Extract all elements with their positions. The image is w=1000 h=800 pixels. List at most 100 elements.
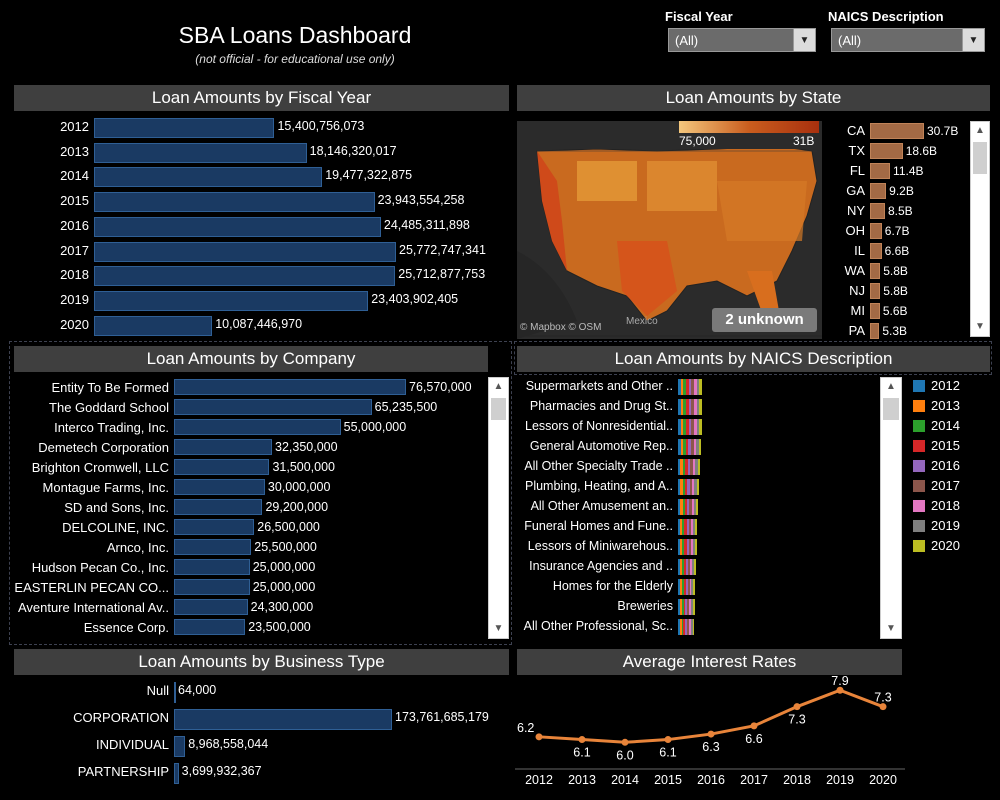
fiscal-year-dropdown[interactable]: (All) ▼	[668, 28, 816, 52]
bar-segment[interactable]	[696, 399, 700, 415]
bar-segment[interactable]	[694, 419, 697, 435]
bar-segment[interactable]	[679, 579, 682, 595]
bar-segment[interactable]	[690, 439, 694, 455]
bar-segment[interactable]	[683, 419, 686, 435]
bar[interactable]	[94, 216, 381, 237]
bar-segment[interactable]	[690, 459, 693, 475]
bar-segment[interactable]	[699, 419, 702, 435]
bar-segment[interactable]	[692, 519, 696, 535]
bar[interactable]	[870, 303, 880, 319]
bar-segment[interactable]	[684, 519, 687, 535]
scroll-thumb[interactable]	[973, 142, 987, 174]
bar-segment[interactable]	[691, 599, 693, 615]
bar-segment[interactable]	[678, 579, 680, 595]
bar[interactable]	[870, 183, 887, 199]
scroll-down-icon[interactable]: ▼	[975, 321, 985, 332]
bar-segment[interactable]	[692, 459, 696, 475]
bar-segment[interactable]	[693, 579, 696, 595]
bar[interactable]	[94, 290, 369, 311]
bar-segment[interactable]	[678, 399, 681, 415]
bar[interactable]	[174, 539, 252, 555]
bar[interactable]	[870, 323, 880, 339]
bar-segment[interactable]	[684, 559, 686, 575]
data-point[interactable]	[664, 736, 672, 744]
bar-segment[interactable]	[680, 519, 683, 535]
bar[interactable]	[174, 763, 179, 784]
bar-segment[interactable]	[691, 379, 694, 395]
bar-segment[interactable]	[683, 599, 686, 615]
bar[interactable]	[174, 499, 263, 515]
bar-segment[interactable]	[679, 619, 682, 635]
bar[interactable]	[94, 266, 396, 287]
scroll-thumb[interactable]	[883, 398, 899, 420]
bar-segment[interactable]	[689, 599, 692, 615]
bar[interactable]	[870, 203, 885, 219]
bar-segment[interactable]	[688, 559, 690, 575]
data-point[interactable]	[707, 730, 715, 738]
bar[interactable]	[870, 223, 882, 239]
bar-segment[interactable]	[679, 599, 682, 615]
naics-scrollbar[interactable]: ▲ ▼	[880, 377, 902, 639]
bar-segment[interactable]	[694, 479, 697, 495]
bar-segment[interactable]	[688, 539, 691, 555]
bar-segment[interactable]	[687, 459, 691, 475]
bar-segment[interactable]	[690, 619, 693, 635]
data-point[interactable]	[750, 722, 758, 730]
bar-segment[interactable]	[678, 599, 680, 615]
bar-segment[interactable]	[692, 619, 695, 635]
bar[interactable]	[174, 519, 255, 535]
legend-item[interactable]: 2013	[913, 398, 960, 413]
bar[interactable]	[174, 579, 250, 595]
bar-segment[interactable]	[694, 559, 696, 575]
bar-segment[interactable]	[678, 619, 680, 635]
bar-segment[interactable]	[684, 539, 687, 555]
legend-item[interactable]: 2018	[913, 498, 960, 513]
bar-segment[interactable]	[687, 619, 689, 635]
scroll-down-icon[interactable]: ▼	[493, 623, 504, 634]
bar-segment[interactable]	[678, 519, 681, 535]
scroll-up-icon[interactable]: ▲	[975, 125, 985, 136]
bar-segment[interactable]	[678, 459, 681, 475]
bar-segment[interactable]	[688, 439, 691, 455]
bar-segment[interactable]	[695, 519, 698, 535]
data-point[interactable]	[578, 736, 586, 744]
bar-segment[interactable]	[680, 419, 684, 435]
bar-segment[interactable]	[680, 459, 683, 475]
bar-segment[interactable]	[692, 599, 695, 615]
bar-segment[interactable]	[680, 439, 684, 455]
bar-segment[interactable]	[687, 579, 690, 595]
bar-segment[interactable]	[695, 459, 698, 475]
bar-segment[interactable]	[685, 619, 688, 635]
bar-segment[interactable]	[682, 559, 684, 575]
bar-segment[interactable]	[682, 519, 685, 535]
bar-segment[interactable]	[678, 499, 681, 515]
bar-segment[interactable]	[688, 419, 692, 435]
bar-segment[interactable]	[678, 379, 681, 395]
bar-segment[interactable]	[686, 399, 689, 415]
bar-segment[interactable]	[698, 439, 702, 455]
bar-segment[interactable]	[687, 479, 690, 495]
bar-segment[interactable]	[696, 479, 700, 495]
legend-item[interactable]: 2014	[913, 418, 960, 433]
bar-segment[interactable]	[684, 499, 688, 515]
bar-segment[interactable]	[680, 559, 682, 575]
state-scrollbar[interactable]: ▲ ▼	[970, 121, 990, 337]
bar-segment[interactable]	[683, 399, 686, 415]
legend-item[interactable]: 2016	[913, 458, 960, 473]
data-point[interactable]	[621, 738, 629, 746]
bar[interactable]	[174, 399, 372, 415]
bar-segment[interactable]	[685, 479, 688, 495]
scroll-up-icon[interactable]: ▲	[886, 381, 896, 392]
bar[interactable]	[94, 118, 275, 138]
data-point[interactable]	[879, 703, 887, 711]
bar-segment[interactable]	[683, 579, 686, 595]
bar-segment[interactable]	[690, 519, 693, 535]
bar[interactable]	[174, 599, 248, 615]
bar-segment[interactable]	[685, 599, 688, 615]
bar[interactable]	[870, 123, 924, 139]
bar-segment[interactable]	[678, 479, 681, 495]
bar-segment[interactable]	[678, 439, 681, 455]
bar-segment[interactable]	[687, 599, 690, 615]
bar[interactable]	[870, 143, 903, 159]
unknown-locations-badge[interactable]: 2 unknown	[712, 308, 817, 332]
